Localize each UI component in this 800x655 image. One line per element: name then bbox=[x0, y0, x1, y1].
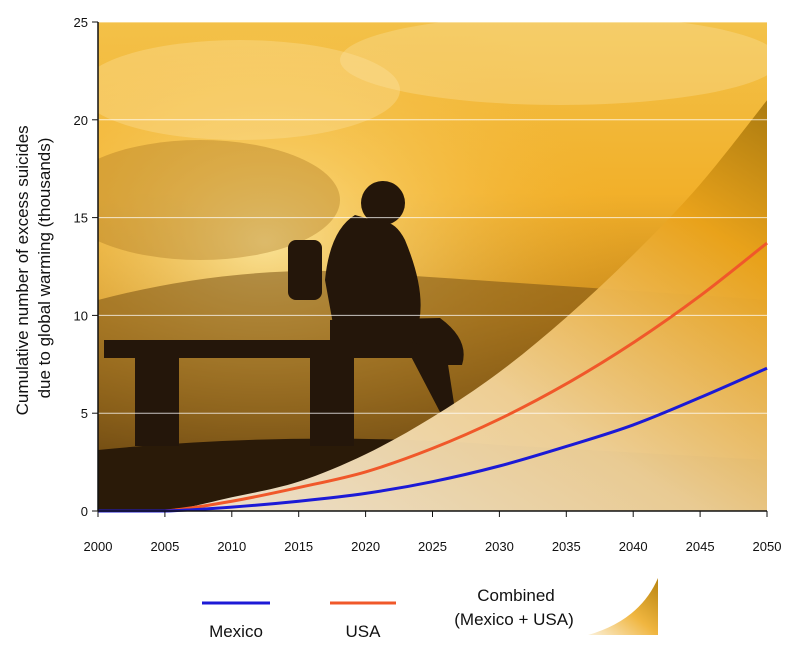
combined-area bbox=[98, 100, 767, 511]
x-tick-label: 2035 bbox=[552, 539, 581, 554]
x-tick-label: 2045 bbox=[686, 539, 715, 554]
mexico-line bbox=[98, 366, 768, 513]
y-axis-title: Cumulative number of excess suicides due… bbox=[13, 121, 54, 416]
y-tick-label: 20 bbox=[74, 113, 88, 128]
y-tick-label: 0 bbox=[81, 504, 88, 519]
legend-combined-label-line2: (Mexico + USA) bbox=[454, 610, 574, 629]
y-ticks: 0 5 10 15 20 25 bbox=[74, 15, 98, 519]
x-tick-label: 2020 bbox=[351, 539, 380, 554]
gridlines bbox=[98, 21, 767, 414]
x-ticks: 2000 2005 2010 2015 2020 2025 2030 2035 2040 2045… bbox=[84, 511, 782, 554]
legend-usa-label: USA bbox=[346, 622, 382, 641]
x-tick-label: 2000 bbox=[84, 539, 113, 554]
usa-line bbox=[98, 241, 768, 513]
person-silhouette bbox=[288, 181, 464, 412]
x-tick-label: 2025 bbox=[418, 539, 447, 554]
y-tick-label: 10 bbox=[74, 308, 88, 323]
legend: Mexico USA Combined (Mexico + USA) bbox=[202, 578, 658, 641]
x-tick-label: 2015 bbox=[284, 539, 313, 554]
y-tick-label: 5 bbox=[81, 406, 88, 421]
x-tick-label: 2030 bbox=[485, 539, 514, 554]
x-tick-label: 2010 bbox=[217, 539, 246, 554]
y-axis-title-line1: Cumulative number of excess suicides bbox=[13, 125, 32, 415]
legend-mexico-label: Mexico bbox=[209, 622, 263, 641]
bench-silhouette bbox=[104, 340, 434, 446]
y-tick-label: 15 bbox=[74, 211, 88, 226]
x-tick-label: 2050 bbox=[753, 539, 782, 554]
y-axis-title-line2: due to global warming (thousands) bbox=[35, 138, 54, 399]
legend-combined-swatch bbox=[588, 578, 658, 635]
x-tick-label: 2040 bbox=[619, 539, 648, 554]
y-tick-label: 25 bbox=[74, 15, 88, 30]
legend-combined-label-line1: Combined bbox=[477, 586, 555, 605]
x-tick-label: 2005 bbox=[150, 539, 179, 554]
